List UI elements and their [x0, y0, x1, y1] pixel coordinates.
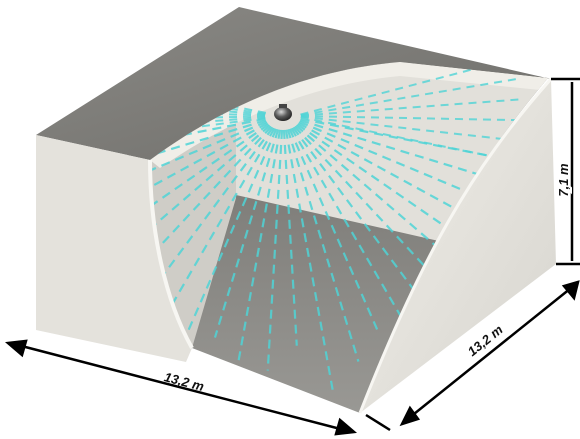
- coverage-beam: [282, 129, 298, 346]
- right-wall-edge: [358, 78, 553, 414]
- coverage-beam: [286, 129, 360, 362]
- coverage-beam: [300, 115, 523, 122]
- dome-camera-icon: [274, 107, 292, 121]
- coverage-beam: [298, 120, 548, 234]
- coverage-beam: [150, 117, 266, 136]
- coverage-beam: [150, 116, 266, 128]
- coverage-beam: [300, 116, 519, 163]
- coverage-beam: [297, 122, 502, 235]
- coverage-beam: [292, 126, 443, 328]
- coverage-beam: [150, 94, 266, 115]
- coverage-beam: [150, 119, 267, 190]
- coverage-beam: [150, 123, 270, 256]
- width-dimension: [5, 339, 357, 436]
- coverage-beam: [300, 77, 521, 117]
- coverage-beam: [150, 102, 266, 116]
- coverage-beam: [150, 115, 266, 121]
- top-face: [36, 7, 551, 160]
- coverage-beam: [150, 125, 273, 311]
- depth-dimension: [365, 280, 580, 432]
- height-dimension: [551, 77, 580, 266]
- height-label: 7,1 m: [556, 163, 571, 197]
- coverage-beam: [293, 125, 449, 292]
- coverage-beam: [150, 110, 266, 117]
- width-label: 13,2 m: [163, 369, 206, 394]
- coverage-beam: [150, 120, 268, 234]
- coverage-beam: [300, 98, 523, 117]
- coverage-beam: [150, 122, 269, 248]
- coverage-beam: [288, 128, 379, 330]
- front-wall: [36, 135, 192, 362]
- coverage-beam: [150, 124, 271, 309]
- ceiling-sensor: [274, 104, 292, 121]
- coverage-beam: [213, 129, 280, 338]
- coverage-beam: [266, 129, 284, 371]
- coverage-beam: [177, 128, 278, 354]
- coverage-beam: [300, 115, 522, 143]
- front-wall-edge: [148, 159, 194, 349]
- right-wall: [360, 79, 556, 413]
